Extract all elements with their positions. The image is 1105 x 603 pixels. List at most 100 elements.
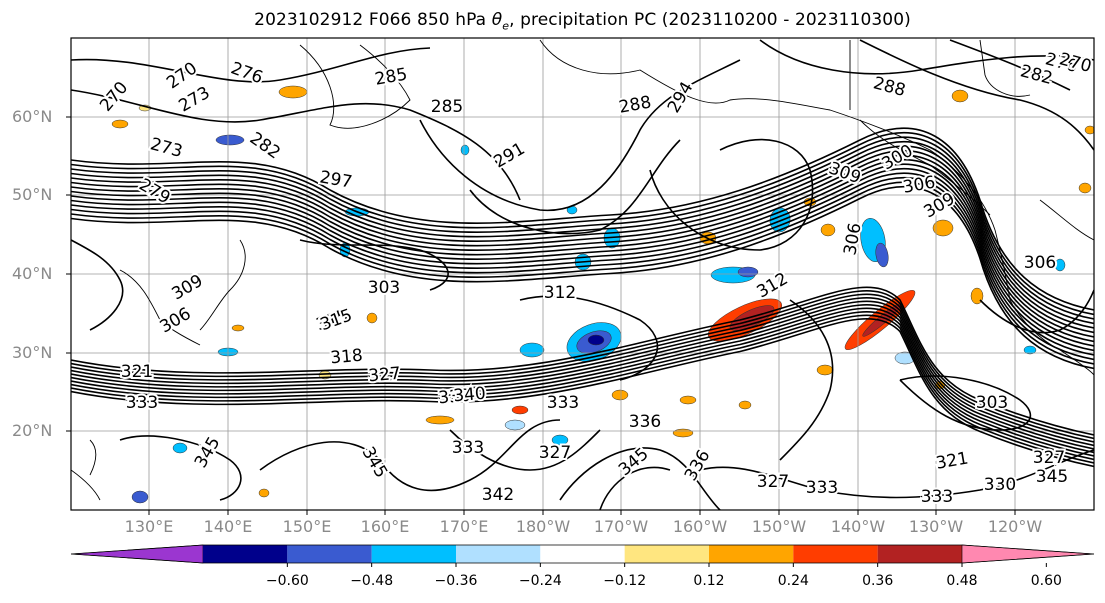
contour-label: 327 xyxy=(368,364,402,387)
contour-label: 285 xyxy=(431,97,463,117)
contour-label: 345 xyxy=(1036,467,1068,487)
colorbar-tick-label: 0.60 xyxy=(1030,573,1062,589)
contour-label: 333 xyxy=(452,438,484,458)
colorbar-tick-label: 0.24 xyxy=(777,573,809,589)
theta-e-contour xyxy=(71,311,1094,461)
colorbar-bin xyxy=(371,545,456,563)
contour-label: 330 xyxy=(438,386,472,409)
colorbar-bin xyxy=(709,545,794,563)
contour-label: 333 xyxy=(126,393,158,413)
theta-e-contour xyxy=(71,293,1094,443)
contour-label: 318 xyxy=(330,346,364,369)
contour-label: 303 xyxy=(976,393,1008,413)
longitude-label: 130°W xyxy=(908,517,964,536)
colorbar-tick-label: 0.12 xyxy=(693,573,725,589)
precip-anomaly-region xyxy=(231,324,245,332)
theta-e-contour xyxy=(119,435,242,501)
precip-anomaly-region xyxy=(738,400,752,410)
colorbar-bin xyxy=(793,545,878,563)
precip-anomaly-region xyxy=(587,334,605,346)
theta-e-contour xyxy=(71,149,1094,334)
precip-anomaly-region xyxy=(737,266,759,278)
colorbar-tick-label: −0.24 xyxy=(518,573,562,589)
theta-e-contour xyxy=(71,176,1094,361)
theta-e-contour xyxy=(71,127,1094,311)
precip-anomaly-region xyxy=(1023,345,1037,355)
contour-label: 303 xyxy=(368,278,400,298)
contour-label: 330 xyxy=(984,475,1016,495)
theta-e-contour xyxy=(299,239,449,291)
theta-e-contour xyxy=(71,297,1094,447)
theta-e-contour xyxy=(779,299,834,461)
theta-e-contour xyxy=(71,239,124,331)
coastline xyxy=(299,44,411,129)
latitude-label: 40°N xyxy=(12,264,53,283)
longitude-label: 130°E xyxy=(124,517,174,536)
colorbar-bin xyxy=(287,545,372,563)
contour-label: 336 xyxy=(629,412,661,432)
longitude-label: 140°E xyxy=(203,517,253,536)
theta-e-contour xyxy=(71,290,1094,440)
latitude-label: 20°N xyxy=(12,421,53,440)
precip-anomaly-region xyxy=(932,219,954,237)
longitude-label: 160°W xyxy=(672,517,728,536)
theta-e-contour xyxy=(71,131,1094,316)
latitude-label: 50°N xyxy=(12,185,53,204)
precip-anomaly-region xyxy=(1078,182,1092,194)
longitude-label: 120°W xyxy=(987,517,1043,536)
theta-e-contour xyxy=(649,138,814,251)
longitude-label: 170°E xyxy=(439,517,489,536)
precip-anomaly-region xyxy=(820,223,836,237)
theta-e-contour xyxy=(71,145,1094,329)
longitude-label: 180°W xyxy=(515,517,571,536)
colorbar-bin xyxy=(540,545,625,563)
precip-anomaly-region xyxy=(511,405,529,415)
contour-label: 306 xyxy=(1024,253,1056,273)
latitude-label: 30°N xyxy=(12,343,53,362)
theta-e-contour xyxy=(519,295,659,381)
precip-anomaly-region xyxy=(366,312,378,324)
theta-e-contour xyxy=(71,172,1094,356)
theta-e-contour xyxy=(259,419,561,492)
contour-label: 333 xyxy=(547,393,579,413)
theta-e-contour xyxy=(759,39,1094,75)
theta-e-contour xyxy=(979,289,1094,334)
colorbar-tick-label: 0.36 xyxy=(862,573,894,589)
longitude-label: 170°W xyxy=(593,517,649,536)
longitude-label: 160°E xyxy=(360,517,410,536)
colorbar-bin xyxy=(203,545,288,563)
longitude-label: 150°W xyxy=(751,517,807,536)
theta-e-contour xyxy=(71,185,1094,370)
theta-e-contour xyxy=(71,304,1094,454)
coastline xyxy=(119,269,201,346)
contour-label: 342 xyxy=(482,485,514,505)
theta-e-contour xyxy=(449,429,601,471)
colorbar-tick-label: −0.12 xyxy=(603,573,647,589)
theta-e-contour xyxy=(419,59,741,212)
contour-label: 333 xyxy=(806,478,838,498)
theta-e-contour xyxy=(71,136,1094,320)
precip-anomaly-region xyxy=(425,415,455,425)
contour-label: 327 xyxy=(757,472,789,492)
theta-e-contour xyxy=(71,286,1094,436)
contour-label: 340 xyxy=(453,384,487,407)
precip-anomaly-region xyxy=(1054,258,1066,272)
precip-anomaly-region xyxy=(519,342,545,358)
theta-e-contour xyxy=(71,89,521,201)
colorbar-extend-high xyxy=(961,544,1095,564)
theta-e-contour xyxy=(71,318,1094,468)
theta-e-contour xyxy=(899,375,1032,431)
latitude-label: 60°N xyxy=(12,107,53,126)
theta-e-contour xyxy=(71,154,1094,338)
contour-label: 321 xyxy=(121,362,153,382)
colorbar-bin xyxy=(456,545,541,563)
theta-e-contour xyxy=(71,163,1094,347)
theta-e-contour xyxy=(71,158,1094,343)
theta-e-contour xyxy=(71,181,1094,365)
contour-label: 327 xyxy=(1033,448,1065,468)
coastline xyxy=(1039,199,1094,241)
precip-anomaly-region xyxy=(729,305,775,331)
contour-label: 333 xyxy=(921,487,953,507)
contour-label: 312 xyxy=(544,283,576,303)
